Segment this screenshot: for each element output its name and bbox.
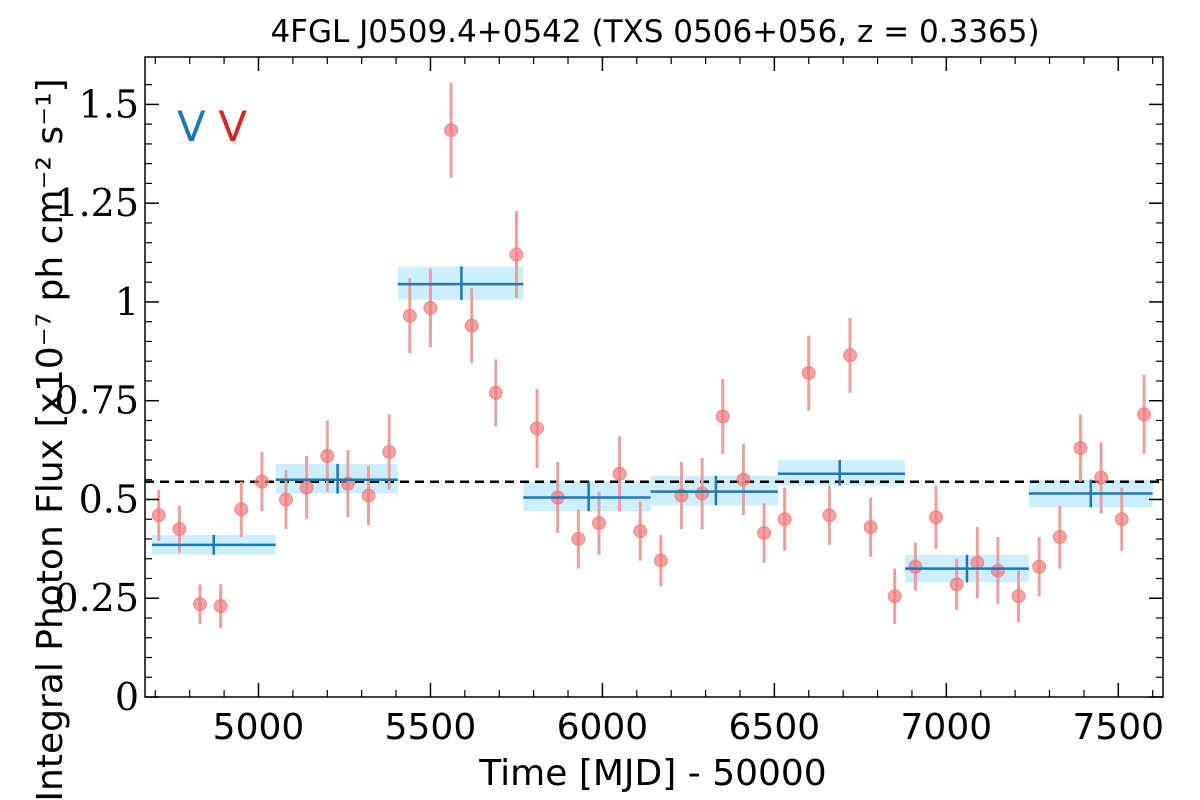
flux-point bbox=[863, 520, 878, 535]
flux-point bbox=[213, 599, 228, 614]
flux-point bbox=[757, 526, 772, 541]
y-tick-label: 1.25 bbox=[54, 181, 139, 225]
flux-point bbox=[633, 524, 648, 539]
flux-point bbox=[299, 480, 314, 495]
flux-point bbox=[530, 421, 545, 436]
y-tick-label: 0 bbox=[115, 675, 139, 719]
flux-point bbox=[1137, 407, 1152, 422]
y-axis-label-group: Integral Photon Flux [x10⁻⁷ ph cm⁻² s⁻¹] bbox=[30, 78, 71, 800]
flux-point bbox=[1073, 441, 1088, 456]
flux-point bbox=[193, 597, 208, 612]
x-axis-label: Time [MJD] - 50000 bbox=[478, 753, 826, 794]
flux-point bbox=[591, 516, 606, 531]
flux-point bbox=[612, 466, 627, 481]
flux-point bbox=[1011, 589, 1026, 604]
flux-point bbox=[320, 449, 335, 464]
flux-point bbox=[929, 510, 944, 525]
flux-point bbox=[908, 559, 923, 574]
flux-point bbox=[151, 508, 166, 523]
x-tick-label: 7000 bbox=[901, 707, 993, 748]
flux-point bbox=[801, 366, 816, 381]
flux-point bbox=[172, 522, 187, 537]
flux-point bbox=[279, 492, 294, 507]
flux-point bbox=[1032, 559, 1047, 574]
flux-point bbox=[361, 488, 376, 503]
flux-point bbox=[715, 409, 730, 424]
y-axis-label: Integral Photon Flux [x10⁻⁷ ph cm⁻² s⁻¹] bbox=[30, 78, 71, 800]
flux-point bbox=[970, 555, 985, 570]
flux-point bbox=[822, 508, 837, 523]
x-tick-label: 7500 bbox=[1072, 707, 1164, 748]
x-tick-label: 6500 bbox=[729, 707, 821, 748]
flux-point bbox=[444, 123, 459, 138]
flux-point bbox=[423, 300, 438, 315]
flux-point bbox=[1052, 530, 1067, 544]
y-tick-label: 1 bbox=[115, 280, 139, 324]
flux-point bbox=[777, 512, 792, 527]
flux-point bbox=[382, 445, 397, 460]
y-tick-label: 0.5 bbox=[79, 477, 139, 521]
x-tick-label: 5000 bbox=[213, 707, 305, 748]
flux-point bbox=[843, 348, 858, 363]
flux-point bbox=[464, 318, 479, 333]
flux-point bbox=[1094, 470, 1109, 485]
y-tick-label: 0.75 bbox=[54, 379, 139, 423]
plot-frame bbox=[144, 56, 1164, 698]
x-tick-label: 5500 bbox=[385, 707, 477, 748]
point-errorbars bbox=[157, 82, 1146, 628]
flux-point bbox=[1114, 512, 1129, 527]
flux-point bbox=[402, 308, 417, 323]
y-tick-label: 0.25 bbox=[54, 576, 139, 620]
flux-point bbox=[887, 589, 902, 604]
flux-point bbox=[949, 577, 964, 592]
chart-title: 4FGL J0509.4+0542 (TXS 0506+056, z = 0.3… bbox=[270, 14, 1039, 50]
x-tick-label: 6000 bbox=[557, 707, 649, 748]
flux-point bbox=[990, 563, 1005, 578]
flux-point bbox=[695, 486, 710, 501]
flux-point bbox=[509, 247, 524, 262]
bin-uncertainty-bands bbox=[151, 266, 1153, 583]
binned-flux-segments bbox=[151, 266, 1153, 583]
axis-ticks: 5000 5500 6000 6500 7000 7500 0 0.25 0.5 0.75 1 1.2… bbox=[54, 57, 1164, 748]
flux-point bbox=[736, 472, 751, 487]
y-tick-label: 1.5 bbox=[79, 82, 139, 126]
flux-point bbox=[488, 385, 503, 400]
event-marker: V bbox=[218, 102, 247, 151]
flux-point bbox=[234, 502, 249, 517]
flux-points bbox=[151, 123, 1152, 614]
flux-point bbox=[653, 553, 668, 568]
event-marker: V bbox=[177, 102, 206, 151]
flux-point bbox=[254, 474, 269, 489]
axes-frame bbox=[144, 56, 1164, 698]
flux-point bbox=[571, 531, 586, 546]
